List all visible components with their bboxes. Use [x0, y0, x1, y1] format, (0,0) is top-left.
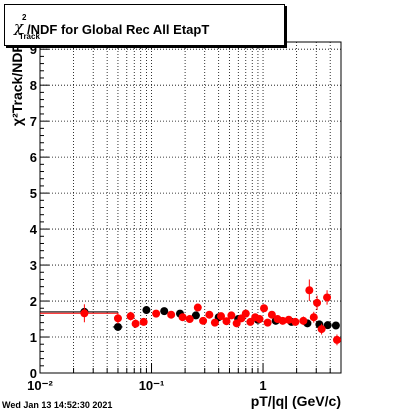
y-tick-label: 4: [30, 222, 38, 237]
y-tick-label: 3: [30, 258, 37, 273]
x-tick-label: 10⁻¹: [139, 378, 165, 393]
x-tick-label: 1: [259, 378, 266, 393]
data-point: [167, 310, 176, 319]
chart-title: /NDF for Global Rec All EtapT: [27, 22, 210, 37]
title-superscript: 2: [22, 13, 27, 22]
y-tick-label: 0: [30, 366, 37, 381]
data-point: [80, 309, 89, 318]
data-point: [222, 317, 231, 326]
data-point: [317, 325, 326, 334]
data-point: [332, 335, 341, 344]
data-point: [193, 303, 202, 312]
data-point: [232, 319, 241, 328]
y-tick-label: 2: [30, 294, 37, 309]
data-point: [263, 318, 272, 327]
x-axis-title: pT/|q| (GeV/c): [251, 393, 341, 409]
data-point: [113, 322, 122, 331]
chart-title-box: χ 2 Track /NDF for Global Rec All EtapT: [4, 4, 285, 46]
data-point: [160, 307, 169, 316]
data-point: [331, 321, 340, 330]
data-point: [152, 309, 161, 318]
y-tick-label: 5: [30, 186, 37, 201]
data-point: [210, 318, 219, 327]
data-point: [113, 314, 122, 323]
data-point: [217, 312, 226, 321]
data-point: [267, 310, 276, 319]
x-tick-label: 10⁻²: [27, 378, 53, 393]
data-point: [227, 311, 236, 320]
data-point: [185, 315, 194, 324]
data-point: [309, 313, 318, 322]
data-point: [241, 309, 250, 318]
data-point: [199, 316, 208, 325]
data-point: [191, 311, 200, 320]
data-point: [305, 286, 314, 295]
y-axis-title: χ²Track/NDF: [9, 44, 25, 126]
title-subscript: Track: [19, 32, 40, 41]
y-tick-label: 6: [30, 150, 37, 165]
data-point: [291, 317, 300, 326]
data-point: [299, 316, 308, 325]
data-point: [278, 316, 287, 325]
y-tick-label: 8: [30, 78, 37, 93]
y-tick-label: 1: [30, 330, 37, 345]
data-point: [131, 319, 140, 328]
data-point: [139, 317, 148, 326]
data-point: [323, 293, 332, 302]
data-point: [284, 315, 293, 324]
timestamp: Wed Jan 13 14:52:30 2021: [2, 400, 113, 410]
y-tick-label: 9: [30, 42, 37, 57]
data-point: [126, 312, 135, 321]
data-point: [323, 321, 332, 330]
title-chi-symbol: χ: [14, 18, 24, 36]
y-tick-label: 7: [30, 114, 37, 129]
data-point: [255, 315, 264, 324]
data-point: [178, 313, 187, 322]
data-point: [313, 298, 322, 307]
data-point: [260, 304, 269, 313]
data-point: [205, 310, 214, 319]
data-point: [142, 306, 151, 315]
